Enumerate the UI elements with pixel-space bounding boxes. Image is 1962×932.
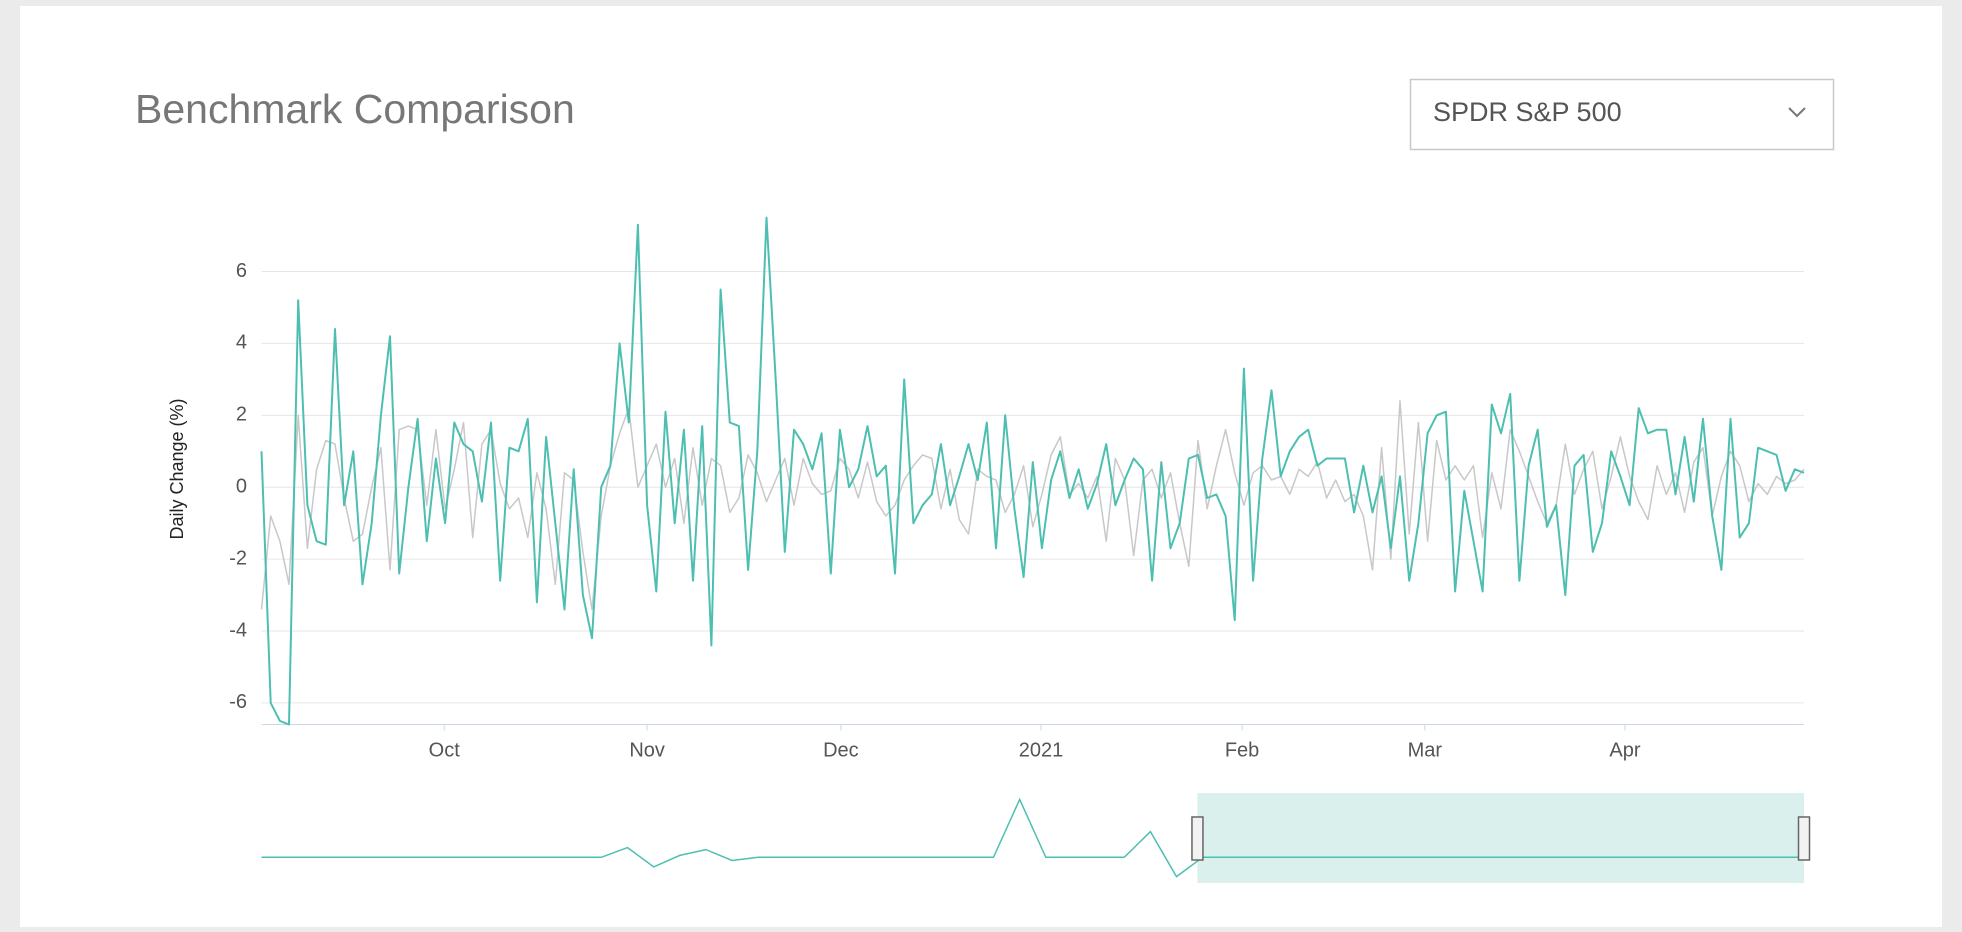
chart-title: Benchmark Comparison [135, 86, 575, 132]
x-tick-label: Feb [1225, 739, 1259, 761]
card-background [20, 6, 1942, 927]
y-tick-label: -2 [229, 547, 247, 569]
dropdown-box[interactable] [1409, 78, 1835, 151]
y-tick-label: 6 [236, 260, 247, 282]
y-tick-label: 2 [236, 404, 247, 426]
dropdown-chevron[interactable] [1788, 107, 1806, 118]
x-tick-label: 2021 [1019, 739, 1064, 761]
x-tick-label: Mar [1408, 739, 1443, 761]
y-axis-label: Daily Change (%) [167, 398, 187, 539]
y-tick-label: 4 [236, 332, 247, 354]
x-tick-label: Nov [629, 739, 665, 761]
dropdown-label[interactable]: SPDR S&P 500 [1433, 97, 1622, 127]
navigator-handle[interactable] [1191, 816, 1204, 861]
x-tick-label: Dec [823, 739, 859, 761]
series-line [260, 216, 1805, 726]
y-tick-label: 0 [236, 476, 247, 498]
dropdown[interactable]: SPDR S&P 500 [1409, 78, 1835, 151]
x-tick-label: Apr [1609, 739, 1640, 761]
x-tick-label: Oct [429, 739, 461, 761]
navigator-handle[interactable] [1797, 816, 1811, 861]
y-tick-label: -6 [229, 691, 247, 713]
navigator-selection [1197, 793, 1804, 883]
navigator-line [261, 797, 1804, 878]
y-tick-label: -4 [229, 619, 247, 641]
